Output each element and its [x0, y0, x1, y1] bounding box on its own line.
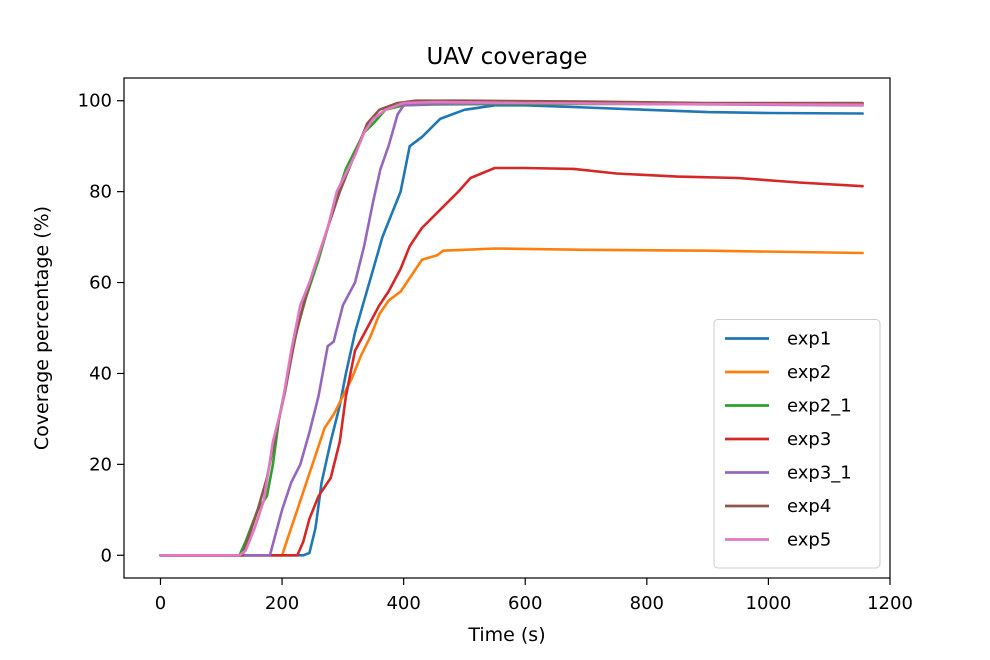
- x-tick-label: 200: [265, 593, 299, 614]
- legend-label-exp5: exp5: [787, 530, 831, 551]
- x-tick-label: 0: [155, 593, 166, 614]
- legend-label-exp3-1: exp3_1: [787, 463, 852, 484]
- x-tick-label: 800: [630, 593, 664, 614]
- series-line-exp2: [159, 247, 864, 557]
- legend-label-exp1: exp1: [787, 329, 831, 350]
- x-tick-label: 1000: [746, 593, 792, 614]
- series-line-exp3: [159, 166, 864, 557]
- y-tick-label: 60: [89, 273, 112, 294]
- x-tick-label: 400: [386, 593, 420, 614]
- legend-label-exp2-1: exp2_1: [787, 396, 852, 417]
- plot-frame: [123, 77, 891, 579]
- y-tick-label: 100: [78, 91, 112, 112]
- plot-area: [159, 99, 864, 557]
- x-tick-label: 600: [508, 593, 542, 614]
- legend: exp1 exp2 exp2_1 exp3 exp3_1 exp4 exp5: [713, 319, 881, 569]
- y-tick-label: 40: [89, 363, 112, 384]
- legend-label-exp4: exp4: [787, 496, 831, 517]
- y-tick-label: 0: [101, 545, 112, 566]
- x-axis-label: Time (s): [467, 624, 545, 646]
- y-axis: 0 20 40 60 80 100: [78, 91, 124, 566]
- series-line-exp5: [159, 100, 864, 557]
- series-line-exp1: [159, 104, 864, 557]
- y-tick-label: 20: [89, 454, 112, 475]
- y-axis-label: Coverage percentage (%): [31, 206, 53, 450]
- chart-title: UAV coverage: [427, 44, 588, 70]
- legend-label-exp3: exp3: [787, 429, 831, 450]
- x-tick-label: 1200: [867, 593, 913, 614]
- y-tick-label: 80: [89, 182, 112, 203]
- legend-label-exp2: exp2: [787, 362, 831, 383]
- x-axis: 0 200 400 600 800 1000 1200: [155, 578, 913, 614]
